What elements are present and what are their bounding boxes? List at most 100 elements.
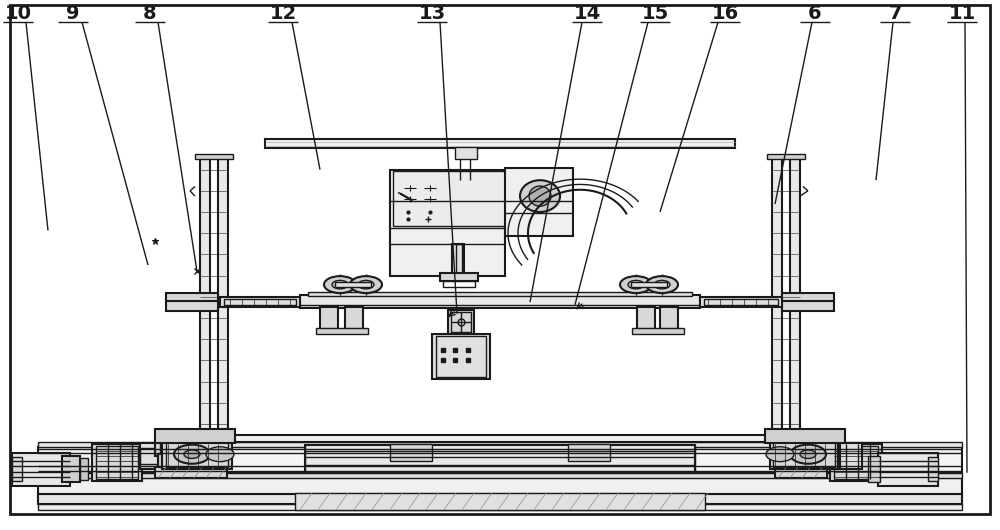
Bar	[928, 457, 938, 481]
Bar	[455, 147, 477, 159]
Bar	[38, 478, 962, 494]
Bar	[38, 504, 962, 510]
Circle shape	[174, 445, 210, 464]
Bar	[80, 458, 88, 480]
Circle shape	[654, 280, 670, 289]
Bar	[155, 440, 223, 456]
Bar	[38, 442, 962, 447]
Bar	[62, 456, 80, 482]
Bar	[308, 292, 692, 296]
Circle shape	[184, 450, 200, 458]
Bar	[265, 139, 735, 148]
Bar	[92, 444, 142, 481]
Text: 10: 10	[5, 4, 32, 23]
Bar	[878, 453, 938, 486]
Circle shape	[790, 445, 826, 464]
Bar	[218, 156, 228, 442]
Bar	[778, 454, 826, 469]
Bar	[782, 293, 834, 302]
Bar	[568, 444, 610, 461]
Text: 13: 13	[418, 4, 446, 23]
Circle shape	[646, 276, 678, 293]
Bar	[316, 328, 368, 334]
Bar	[390, 444, 432, 461]
Bar	[840, 443, 862, 469]
Circle shape	[332, 280, 348, 289]
Bar	[345, 307, 363, 329]
Bar	[632, 328, 684, 334]
Bar	[158, 454, 223, 469]
Bar	[220, 297, 300, 307]
Text: 6: 6	[808, 4, 822, 23]
Bar	[790, 156, 800, 442]
Bar	[631, 282, 667, 287]
Bar	[505, 168, 573, 236]
Bar	[38, 447, 962, 473]
Bar	[305, 445, 695, 473]
Circle shape	[358, 280, 374, 289]
Text: 12: 12	[269, 4, 297, 23]
Bar	[452, 244, 464, 276]
Bar	[432, 334, 490, 379]
Bar	[155, 467, 227, 478]
Bar	[12, 457, 22, 481]
Bar	[440, 273, 478, 281]
Bar	[38, 494, 962, 504]
Bar	[436, 336, 486, 377]
Bar	[834, 446, 878, 479]
Bar	[704, 299, 778, 305]
Bar	[224, 299, 296, 305]
Bar	[773, 442, 835, 467]
Ellipse shape	[529, 186, 551, 206]
Circle shape	[206, 447, 234, 462]
Bar	[456, 244, 462, 276]
Bar	[155, 435, 845, 442]
Ellipse shape	[520, 180, 560, 212]
Bar	[140, 448, 160, 464]
Bar	[390, 170, 505, 276]
Bar	[772, 156, 782, 442]
Bar	[782, 301, 834, 311]
Circle shape	[324, 276, 356, 293]
Bar	[96, 446, 138, 479]
Circle shape	[620, 276, 652, 293]
Bar	[140, 443, 160, 469]
Bar	[868, 456, 880, 482]
Bar	[443, 281, 475, 287]
Text: 8: 8	[143, 4, 157, 23]
Circle shape	[350, 276, 382, 293]
Circle shape	[628, 280, 644, 289]
Bar	[448, 310, 474, 334]
Text: 7: 7	[888, 4, 902, 23]
Bar	[162, 440, 232, 469]
Bar	[38, 473, 962, 478]
Bar	[660, 307, 678, 329]
Bar	[335, 282, 371, 287]
Text: 14: 14	[573, 4, 601, 23]
Bar	[830, 444, 882, 481]
Bar	[295, 493, 705, 510]
Bar	[765, 429, 845, 443]
Bar	[770, 440, 838, 469]
Text: 11: 11	[948, 4, 976, 23]
Bar	[166, 442, 228, 467]
Bar	[160, 441, 218, 453]
Bar	[12, 453, 70, 486]
Bar	[451, 312, 471, 332]
Bar	[775, 440, 827, 456]
Text: 15: 15	[641, 4, 669, 23]
Bar	[393, 171, 505, 226]
Circle shape	[766, 447, 794, 462]
Bar	[195, 154, 233, 159]
Circle shape	[800, 450, 816, 458]
Text: 9: 9	[66, 4, 80, 23]
Bar	[700, 297, 782, 307]
Bar	[300, 295, 700, 308]
Text: 16: 16	[711, 4, 739, 23]
Bar	[767, 154, 805, 159]
Bar	[320, 307, 338, 329]
Bar	[200, 156, 210, 442]
Bar	[155, 429, 235, 443]
Bar	[166, 293, 218, 302]
Bar	[166, 301, 218, 311]
